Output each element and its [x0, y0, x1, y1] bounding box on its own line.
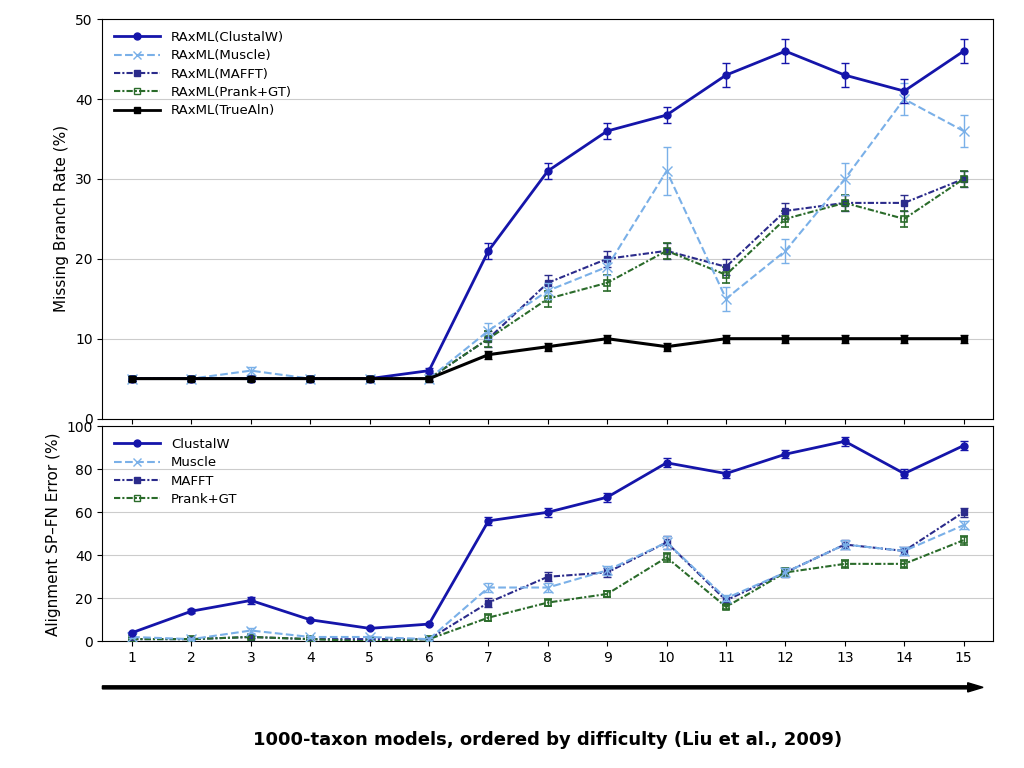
Text: 1000-taxon models, ordered by difficulty (Liu et al., 2009): 1000-taxon models, ordered by difficulty… — [253, 731, 843, 749]
Y-axis label: Missing Branch Rate (%): Missing Branch Rate (%) — [54, 125, 70, 313]
Y-axis label: Alignment SP–FN Error (%): Alignment SP–FN Error (%) — [46, 432, 60, 635]
Legend: ClustalW, Muscle, MAFFT, Prank+GT: ClustalW, Muscle, MAFFT, Prank+GT — [109, 433, 243, 511]
Legend: RAxML(ClustalW), RAxML(Muscle), RAxML(MAFFT), RAxML(Prank+GT), RAxML(TrueAln): RAxML(ClustalW), RAxML(Muscle), RAxML(MA… — [109, 26, 297, 122]
